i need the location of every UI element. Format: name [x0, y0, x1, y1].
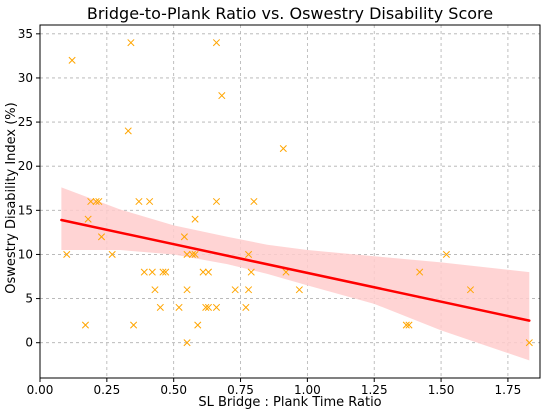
confidence-band-layer: [61, 187, 530, 361]
data-point: [156, 303, 164, 311]
data-point: [108, 250, 116, 259]
data-point: [218, 92, 226, 100]
y-tick-label: 5: [25, 292, 33, 306]
data-point: [525, 339, 533, 347]
y-axis-label: Oswestry Disability Index (%): [4, 102, 19, 293]
x-tick-label: 0.75: [227, 383, 254, 397]
data-point: [146, 197, 154, 206]
x-tick-label: 0.50: [160, 383, 187, 397]
y-tick-label: 25: [18, 115, 33, 129]
axes: [39, 24, 541, 379]
data-point: [194, 321, 202, 329]
x-tick-label: 0.00: [27, 383, 54, 397]
regression-line-layer: [60, 218, 531, 322]
data-point: [242, 303, 250, 311]
y-tick-label: 35: [18, 27, 33, 41]
x-tick-label: 1.25: [361, 383, 388, 397]
y-tick-label: 15: [18, 203, 33, 217]
x-tick-label: 1.75: [495, 383, 522, 397]
data-point: [140, 268, 148, 276]
data-point: [279, 144, 287, 153]
data-point: [416, 268, 424, 276]
data-point: [135, 197, 143, 206]
data-point: [247, 268, 255, 276]
data-point: [162, 268, 170, 276]
data-point: [245, 286, 253, 294]
y-tick-label: 0: [25, 336, 33, 350]
y-tick-label: 20: [18, 159, 33, 173]
confidence-band: [61, 187, 530, 361]
data-point: [68, 56, 76, 64]
data-point: [183, 339, 191, 347]
x-tick-label: 1.00: [294, 383, 321, 397]
x-axis-label: SL Bridge : Plank Time Ratio: [198, 395, 381, 410]
data-point: [124, 127, 132, 135]
x-tick-label: 0.25: [93, 383, 120, 397]
data-point: [245, 250, 253, 259]
data-point: [191, 250, 199, 259]
data-point: [87, 197, 95, 206]
data-point: [159, 268, 167, 276]
data-point: [212, 39, 221, 47]
data-point: [130, 321, 138, 329]
data-point: [97, 233, 106, 241]
data-point: [63, 250, 71, 259]
data-point: [188, 250, 196, 259]
data-point: [212, 197, 221, 206]
tick-labels: 0.00 0.25 0.50 0.75 1.00 1.25 1.50 1.75 0 5 10 15 20…: [18, 27, 522, 397]
data-point: [127, 39, 135, 47]
data-point: [92, 197, 100, 206]
plot-frame: [39, 24, 541, 379]
data-point: [95, 197, 103, 206]
data-point: [148, 268, 156, 276]
data-point: [183, 250, 191, 259]
data-point: [295, 286, 303, 294]
data-point: [84, 215, 92, 223]
data-point: [180, 233, 188, 241]
data-point: [183, 286, 191, 294]
data-points: [63, 39, 533, 347]
data-point: [81, 321, 90, 329]
data-point: [151, 286, 159, 294]
data-point: [405, 321, 413, 329]
data-point: [199, 268, 207, 276]
data-point: [250, 197, 258, 206]
data-point: [191, 215, 199, 223]
chart-title: Bridge-to-Plank Ratio vs. Oswestry Disab…: [87, 4, 493, 23]
data-point: [175, 303, 183, 311]
data-point: [204, 268, 213, 276]
y-tick-label: 30: [18, 71, 33, 85]
data-point: [204, 303, 213, 311]
y-tick-label: 10: [18, 247, 33, 261]
data-point: [202, 303, 210, 311]
data-point: [212, 303, 221, 311]
data-point: [402, 321, 410, 329]
x-tick-label: 1.50: [428, 383, 455, 397]
data-point: [442, 250, 450, 259]
regression-line: [60, 218, 531, 322]
data-point: [466, 286, 475, 294]
data-point: [231, 286, 239, 294]
